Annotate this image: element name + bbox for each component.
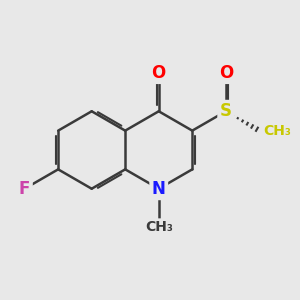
Text: O: O <box>152 64 166 82</box>
Text: N: N <box>152 180 166 198</box>
Text: CH₃: CH₃ <box>145 220 173 234</box>
Text: O: O <box>219 64 233 82</box>
Text: CH₃: CH₃ <box>263 124 291 138</box>
Text: F: F <box>19 180 30 198</box>
Text: S: S <box>220 102 232 120</box>
